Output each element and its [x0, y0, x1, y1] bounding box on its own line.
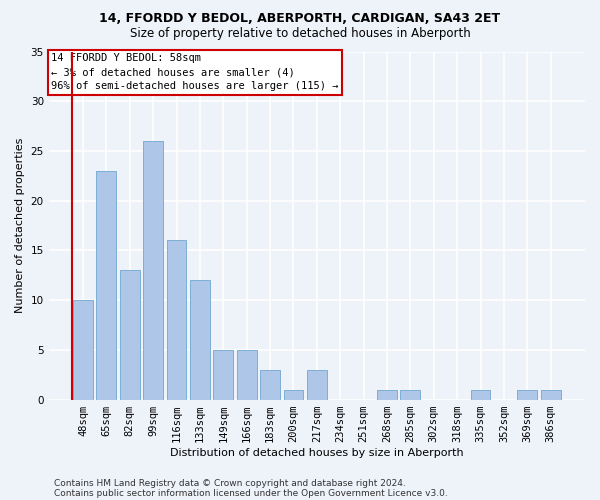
Bar [517, 390, 537, 400]
Text: 14 FFORDD Y BEDOL: 58sqm
← 3% of detached houses are smaller (4)
96% of semi-det: 14 FFORDD Y BEDOL: 58sqm ← 3% of detache… [52, 53, 339, 91]
Y-axis label: Number of detached properties: Number of detached properties [15, 138, 25, 313]
Bar [214, 350, 233, 400]
Bar [284, 390, 304, 400]
Bar [541, 390, 560, 400]
Bar [237, 350, 257, 400]
Bar [190, 280, 210, 400]
Bar [143, 141, 163, 400]
Bar [167, 240, 187, 400]
Text: Contains HM Land Registry data © Crown copyright and database right 2024.: Contains HM Land Registry data © Crown c… [54, 478, 406, 488]
Bar [120, 270, 140, 400]
Text: 14, FFORDD Y BEDOL, ABERPORTH, CARDIGAN, SA43 2ET: 14, FFORDD Y BEDOL, ABERPORTH, CARDIGAN,… [100, 12, 500, 26]
X-axis label: Distribution of detached houses by size in Aberporth: Distribution of detached houses by size … [170, 448, 464, 458]
Bar [470, 390, 490, 400]
Bar [377, 390, 397, 400]
Text: Size of property relative to detached houses in Aberporth: Size of property relative to detached ho… [130, 28, 470, 40]
Text: Contains public sector information licensed under the Open Government Licence v3: Contains public sector information licen… [54, 488, 448, 498]
Bar [97, 171, 116, 400]
Bar [400, 390, 421, 400]
Bar [260, 370, 280, 400]
Bar [307, 370, 327, 400]
Bar [73, 300, 93, 400]
